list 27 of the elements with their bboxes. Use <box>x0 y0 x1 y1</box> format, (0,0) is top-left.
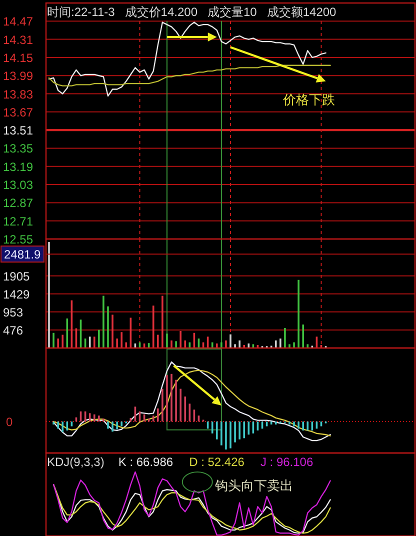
y-tick-label: 13.35 <box>3 142 34 156</box>
y-tick-label: 12.71 <box>3 214 34 228</box>
y-tick-label: 12.87 <box>3 196 34 210</box>
annotation: 价格下跌 <box>282 92 335 107</box>
y-tick-label: 13.19 <box>3 160 34 174</box>
text: D : 52.426 <box>189 455 245 469</box>
y-tick-label: 953 <box>3 305 24 320</box>
text: 0 <box>6 415 13 430</box>
y-tick-label: 14.15 <box>3 50 34 65</box>
y-tick-label: 476 <box>3 323 24 338</box>
y-tick-label: 13.99 <box>3 69 34 84</box>
chart-title: KDJ(9,3,3) <box>47 455 104 469</box>
y-tick-label: 13.51 <box>3 124 34 138</box>
y-tick-label: 13.03 <box>3 178 34 192</box>
annotation: 钩头向下卖出 <box>214 478 293 493</box>
line-series <box>48 64 331 86</box>
y-tick-label: 13.67 <box>3 105 34 120</box>
annotation: 2481.9 <box>4 248 42 262</box>
y-tick-label: 13.83 <box>3 87 34 102</box>
y-tick-label: 14.47 <box>3 14 34 29</box>
y-tick-label: 1429 <box>3 287 30 302</box>
y-tick-label: 12.55 <box>3 232 34 246</box>
series-label: J : 96.106 <box>260 455 314 469</box>
y-tick-label: 14.31 <box>3 32 34 47</box>
series-label: K : 66.986 <box>118 455 174 469</box>
y-tick-label: 1905 <box>3 269 30 284</box>
chart-title: 时间:22-11-3 成交价14.200 成交量10 成交额14200 <box>47 5 337 19</box>
